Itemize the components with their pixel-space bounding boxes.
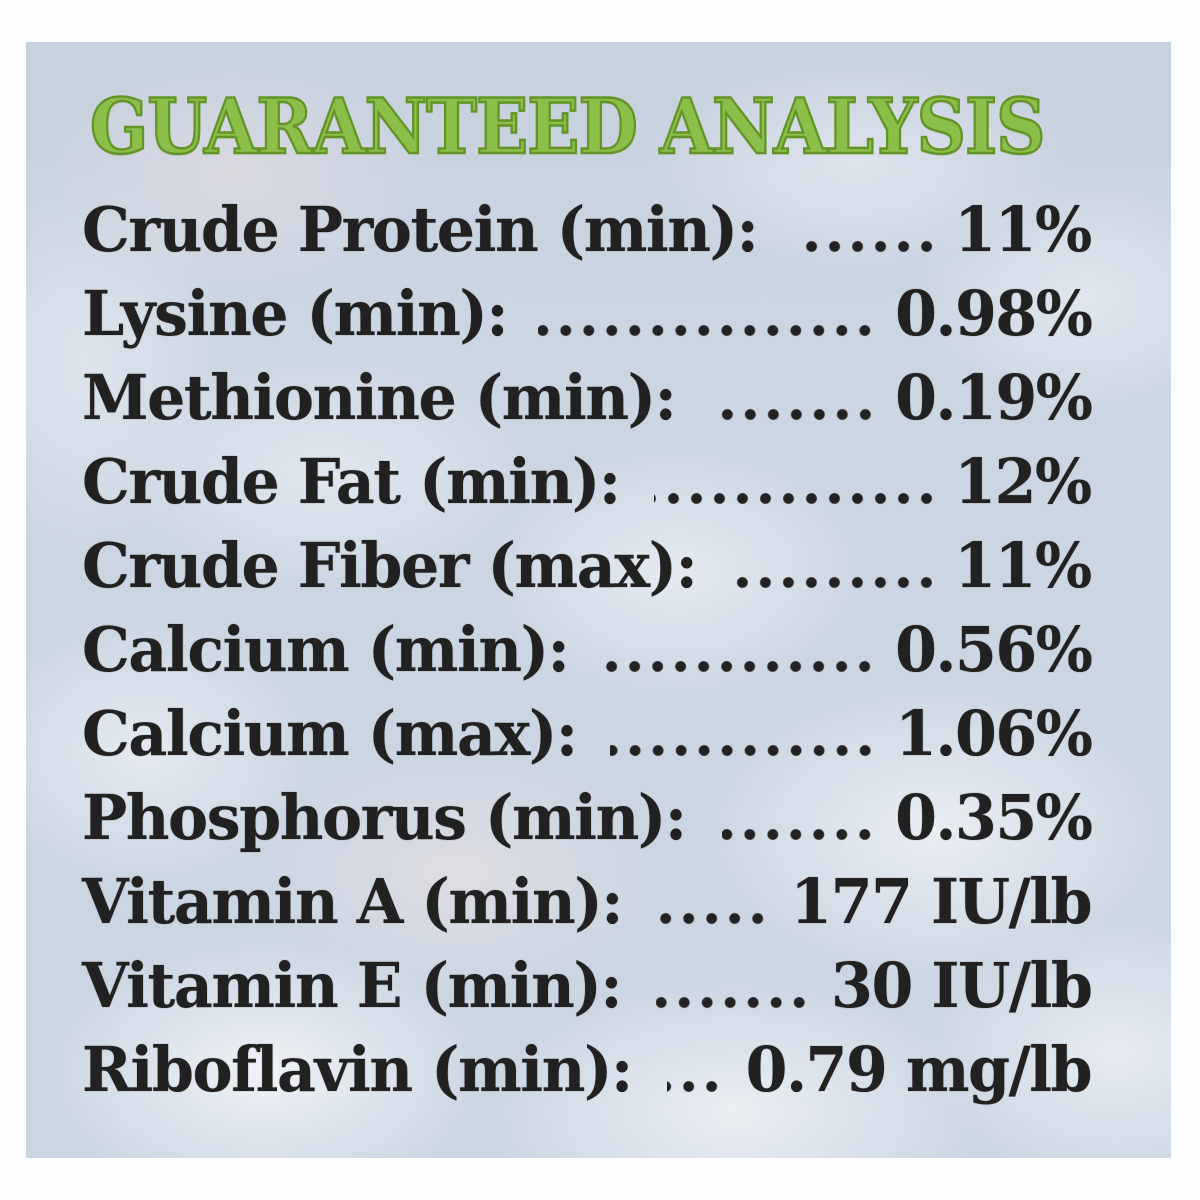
analysis-table: Crude Protein (min): 11% Lysine (min): 0… xyxy=(82,188,1093,1112)
nutrient-value: 0.56% xyxy=(894,613,1093,687)
nutrient-value: 177 IU/lb xyxy=(790,865,1092,939)
nutrient-value: 12% xyxy=(954,445,1093,519)
nutrient-name: Crude Fiber (max): xyxy=(82,529,698,603)
analysis-row-calcium-min: Calcium (min): 0.56% xyxy=(82,608,1093,692)
dot-leader xyxy=(538,272,877,356)
nutrient-name: Methionine (min): xyxy=(82,361,677,435)
dot-leader xyxy=(733,524,939,608)
analysis-row-calcium-max: Calcium (max): 1.06% xyxy=(82,692,1093,776)
analysis-row-crude-protein: Crude Protein (min): 11% xyxy=(82,188,1093,272)
analysis-row-riboflavin: Riboflavin (min): 0.79 mg/lb xyxy=(82,1028,1093,1112)
dot-leader xyxy=(601,608,877,692)
dot-leader xyxy=(654,440,939,524)
nutrient-name: Vitamin E (min): xyxy=(82,949,623,1023)
analysis-row-vitamin-e: Vitamin E (min): 30 IU/lb xyxy=(82,944,1093,1028)
dot-leader xyxy=(722,776,877,860)
nutrient-name: Lysine (min): xyxy=(82,277,509,351)
page-title: GUARANTEED ANALYSIS xyxy=(89,82,1047,171)
analysis-row-crude-fat: Crude Fat (min): 12% xyxy=(82,440,1093,524)
analysis-row-methionine: Methionine (min): 0.19% xyxy=(82,356,1093,440)
nutrient-value: 30 IU/lb xyxy=(830,949,1093,1023)
nutrient-name: Vitamin A (min): xyxy=(82,865,623,939)
dot-leader xyxy=(656,860,770,944)
nutrient-name: Calcium (min): xyxy=(82,613,570,687)
nutrient-value: 11% xyxy=(954,529,1093,603)
nutrient-value: 1.06% xyxy=(894,697,1093,771)
nutrient-name: Calcium (max): xyxy=(82,697,578,771)
nutrient-value: 0.98% xyxy=(894,277,1093,351)
analysis-row-lysine: Lysine (min): 0.98% xyxy=(82,272,1093,356)
analysis-row-vitamin-a: Vitamin A (min): 177 IU/lb xyxy=(82,860,1092,944)
dot-leader xyxy=(655,944,811,1028)
dot-leader xyxy=(609,692,877,776)
analysis-row-phosphorus: Phosphorus (min): 0.35% xyxy=(82,776,1093,860)
nutrient-value: 0.79 mg/lb xyxy=(745,1033,1093,1107)
analysis-row-crude-fiber: Crude Fiber (max): 11% xyxy=(82,524,1093,608)
nutrient-name: Phosphorus (min): xyxy=(82,781,687,855)
nutrient-value: 0.35% xyxy=(894,781,1093,855)
dot-leader xyxy=(711,356,877,440)
dot-leader xyxy=(666,1028,724,1112)
dot-leader xyxy=(796,188,939,272)
guaranteed-analysis-label: GUARANTEED ANALYSIS Crude Protein (min):… xyxy=(26,42,1171,1158)
nutrient-name: Riboflavin (min): xyxy=(82,1033,633,1107)
nutrient-name: Crude Protein (min): xyxy=(82,193,759,267)
nutrient-name: Crude Fat (min): xyxy=(82,445,621,519)
label-content: GUARANTEED ANALYSIS Crude Protein (min):… xyxy=(26,42,1171,1112)
nutrient-value: 0.19% xyxy=(894,361,1093,435)
nutrient-value: 11% xyxy=(954,193,1093,267)
